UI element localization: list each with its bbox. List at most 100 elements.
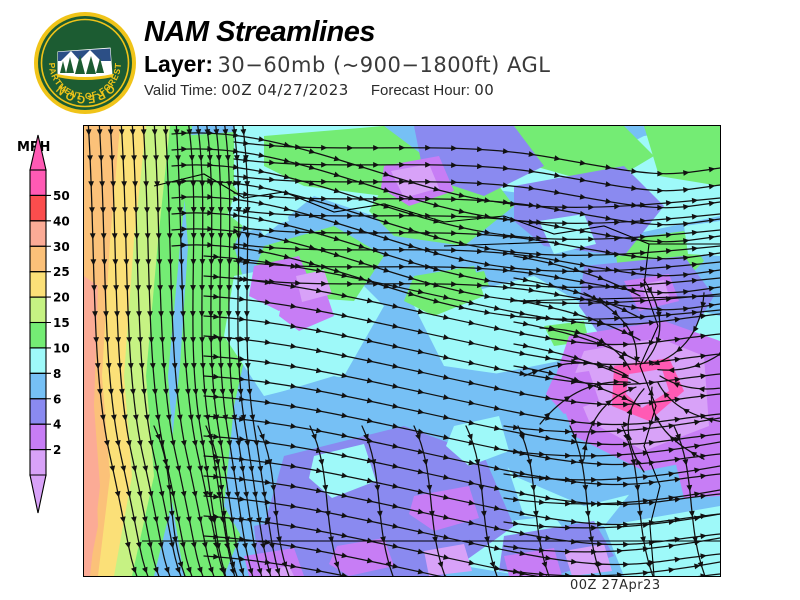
streamline-arrow	[578, 458, 585, 466]
streamline-arrow	[657, 238, 664, 245]
streamline-arrow	[531, 369, 539, 376]
streamline-arrow	[683, 238, 690, 244]
streamline-arrow	[226, 362, 233, 370]
streamline-arrow	[597, 481, 604, 487]
streamline-arrow	[528, 236, 536, 242]
streamline-arrow	[213, 353, 220, 360]
streamline-arrow	[311, 433, 317, 441]
streamline-arrow	[264, 279, 272, 285]
streamline-arrow	[686, 484, 693, 492]
streamline-arrow	[251, 542, 257, 550]
streamline-arrow	[308, 164, 316, 170]
streamline-arrow	[226, 337, 232, 344]
streamline-arrow	[142, 155, 148, 162]
streamline-arrow	[588, 300, 595, 307]
streamline-arrow	[588, 252, 595, 259]
streamline-arrow	[597, 384, 605, 391]
streamline-arrow	[208, 566, 214, 574]
streamline-arrow	[120, 155, 126, 162]
streamline-arrow	[502, 233, 510, 239]
streamline-arrow	[668, 471, 675, 478]
streamline-arrow	[510, 264, 517, 271]
streamline-arrow	[217, 259, 224, 266]
streamline-arrow	[115, 337, 122, 344]
streamline-arrow	[443, 394, 450, 400]
streamline-arrow	[290, 483, 297, 489]
streamline-arrow	[234, 311, 241, 318]
streamline-arrow	[565, 524, 572, 531]
streamline-arrow	[111, 233, 118, 240]
streamline-arrow	[468, 319, 476, 326]
streamline-arrow	[579, 210, 587, 217]
streamline-arrow	[700, 333, 707, 340]
streamline-arrow	[110, 414, 117, 422]
streamline-arrow	[545, 434, 552, 441]
streamline-arrow	[366, 277, 374, 284]
streamline-arrow	[88, 181, 95, 188]
streamline-arrow	[536, 536, 542, 543]
streamline-arrow	[112, 259, 119, 266]
streamline-arrow	[178, 259, 185, 266]
streamline-arrow	[238, 556, 246, 562]
streamline-arrow	[308, 244, 316, 250]
oregon-department-of-forestry-seal: OREGON DEPARTMENT OF FORESTRY	[33, 11, 136, 114]
streamline-arrow	[621, 328, 629, 335]
streamline-arrow	[512, 544, 520, 551]
streamline-arrow	[163, 516, 170, 524]
streamline-arrow	[283, 205, 291, 212]
streamline-arrow	[605, 215, 612, 221]
streamline-arrow	[295, 229, 302, 235]
streamline-arrow	[468, 399, 476, 406]
streamline-arrow	[256, 517, 262, 524]
streamline-arrow	[182, 362, 189, 370]
streamline-arrow	[399, 246, 406, 253]
streamline-arrow	[226, 259, 233, 266]
streamline-arrow	[385, 561, 392, 569]
layer-label: Layer:	[144, 51, 214, 77]
streamline-arrow	[573, 288, 580, 295]
streamline-arrow	[694, 443, 701, 450]
streamline	[171, 228, 720, 304]
colorbar-tick-label: 25	[53, 265, 70, 279]
streamline-arrow	[443, 494, 450, 500]
streamline-arrow	[231, 128, 238, 136]
streamline-arrow	[591, 501, 598, 507]
streamline-arrow	[174, 516, 181, 524]
streamline-arrow	[425, 212, 432, 219]
streamline-arrow	[121, 414, 128, 422]
streamline	[203, 335, 720, 406]
streamline-arrow	[674, 336, 682, 343]
streamline-arrow	[366, 457, 374, 464]
contour-cyan-patch2	[446, 416, 509, 466]
streamline-arrow	[308, 148, 316, 154]
streamline-arrow	[283, 173, 291, 180]
streamline-arrow	[264, 379, 272, 385]
streamline-arrow	[166, 484, 173, 492]
streamline-arrow	[528, 219, 536, 225]
streamline-arrow	[458, 304, 466, 310]
streamline-arrow	[648, 399, 656, 406]
streamline-arrow	[341, 512, 349, 519]
streamline-arrow	[443, 314, 450, 320]
streamline-arrow	[565, 572, 572, 576]
streamline-arrow	[512, 448, 520, 455]
streamline-arrow	[328, 536, 334, 543]
streamline-arrow	[244, 285, 250, 292]
streamline-arrow	[443, 554, 450, 560]
streamline-arrow	[130, 516, 137, 524]
streamline-arrow	[468, 299, 476, 306]
streamline-arrow	[347, 264, 354, 270]
colorbar-tick-label: 4	[53, 418, 61, 432]
streamline-arrow	[579, 261, 587, 268]
streamline-arrow	[213, 473, 220, 480]
streamline-arrow	[663, 391, 670, 399]
streamline-arrow	[545, 514, 552, 521]
streamline-arrow	[315, 467, 323, 474]
streamline-arrow	[333, 251, 341, 258]
streamline-arrow	[640, 298, 647, 304]
streamline-arrow	[264, 299, 272, 305]
streamline-arrow	[443, 534, 450, 540]
streamline-arrow	[197, 465, 204, 473]
streamline-arrow	[129, 129, 136, 136]
streamline-arrow	[451, 145, 458, 152]
